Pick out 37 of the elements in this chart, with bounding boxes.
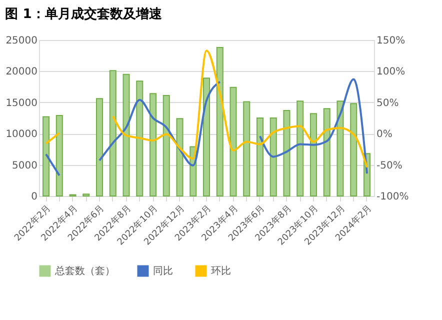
bar — [323, 108, 330, 196]
bar — [336, 100, 344, 196]
y2-tick-label: 150% — [376, 36, 406, 46]
y2-tick-label: -50% — [376, 160, 402, 172]
y-tick-label: 15000 — [6, 98, 38, 109]
y2-tick-label: -100% — [376, 192, 409, 202]
y2-tick-label: 100% — [376, 66, 406, 78]
bar — [96, 98, 104, 196]
bar — [176, 118, 184, 196]
y2-tick-label: 0% — [376, 129, 392, 140]
y-tick-label: 25000 — [6, 36, 38, 46]
bar — [350, 103, 358, 196]
bar — [270, 118, 277, 196]
bar — [216, 46, 224, 196]
y-tick-label: 5000 — [12, 160, 38, 172]
legend-label: 同比 — [153, 265, 173, 277]
bar — [256, 118, 264, 196]
bar — [243, 101, 250, 196]
bar — [109, 70, 116, 196]
bar — [310, 113, 317, 196]
y2-tick-label: 50% — [376, 98, 399, 109]
bar — [283, 110, 290, 196]
legend-label: 环比 — [211, 265, 231, 277]
bar — [136, 80, 144, 196]
bar — [296, 100, 304, 196]
y-tick-label: 10000 — [6, 129, 38, 140]
bar — [56, 115, 63, 196]
y-tick-label: 0 — [31, 192, 38, 202]
bar — [122, 74, 130, 196]
bar — [162, 95, 170, 196]
legend-label: 总套数（套） — [54, 265, 115, 277]
y-tick-label: 20000 — [6, 66, 38, 78]
bar — [150, 93, 157, 196]
bar — [230, 86, 237, 196]
bar — [202, 78, 210, 196]
bar — [42, 116, 50, 196]
chart-title: 图 1：单月成交套数及增速 — [5, 6, 163, 22]
